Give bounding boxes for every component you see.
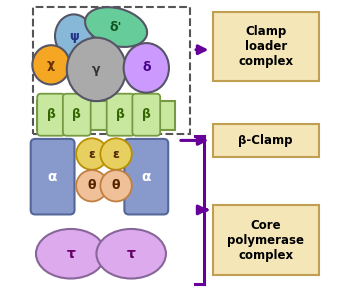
Text: β: β (116, 108, 125, 121)
FancyBboxPatch shape (31, 139, 75, 214)
Text: ε: ε (89, 148, 95, 160)
Ellipse shape (85, 7, 147, 47)
Text: θ: θ (112, 179, 120, 192)
Text: β: β (72, 108, 81, 121)
Bar (33, 7, 190, 135)
Ellipse shape (36, 229, 105, 278)
FancyBboxPatch shape (124, 139, 168, 214)
FancyBboxPatch shape (107, 94, 134, 136)
FancyBboxPatch shape (213, 12, 318, 81)
Circle shape (76, 138, 107, 170)
Ellipse shape (55, 14, 92, 58)
FancyBboxPatch shape (132, 94, 160, 136)
Text: δ': δ' (110, 20, 122, 34)
Text: β: β (47, 108, 56, 121)
Text: τ: τ (66, 247, 75, 261)
Text: Core
polymerase
complex: Core polymerase complex (227, 219, 304, 262)
Text: θ: θ (88, 179, 96, 192)
Ellipse shape (96, 229, 166, 278)
Text: α: α (141, 170, 151, 184)
FancyBboxPatch shape (63, 94, 91, 136)
FancyBboxPatch shape (213, 124, 318, 157)
Text: τ: τ (127, 247, 135, 261)
Text: Clamp
loader
complex: Clamp loader complex (238, 25, 293, 68)
Circle shape (100, 170, 132, 202)
Text: ε: ε (113, 148, 119, 160)
Text: β-Clamp: β-Clamp (238, 134, 293, 147)
Text: α: α (48, 170, 57, 184)
Circle shape (100, 138, 132, 170)
Text: β: β (142, 108, 151, 121)
Text: ψ: ψ (69, 30, 79, 43)
FancyBboxPatch shape (213, 205, 318, 275)
Text: δ: δ (142, 61, 150, 74)
Ellipse shape (124, 43, 169, 93)
Bar (37, 101, 175, 130)
Text: χ: χ (47, 58, 55, 71)
Ellipse shape (67, 38, 126, 101)
Circle shape (76, 170, 107, 202)
FancyBboxPatch shape (37, 94, 65, 136)
Text: γ: γ (92, 63, 101, 76)
Ellipse shape (32, 45, 70, 84)
